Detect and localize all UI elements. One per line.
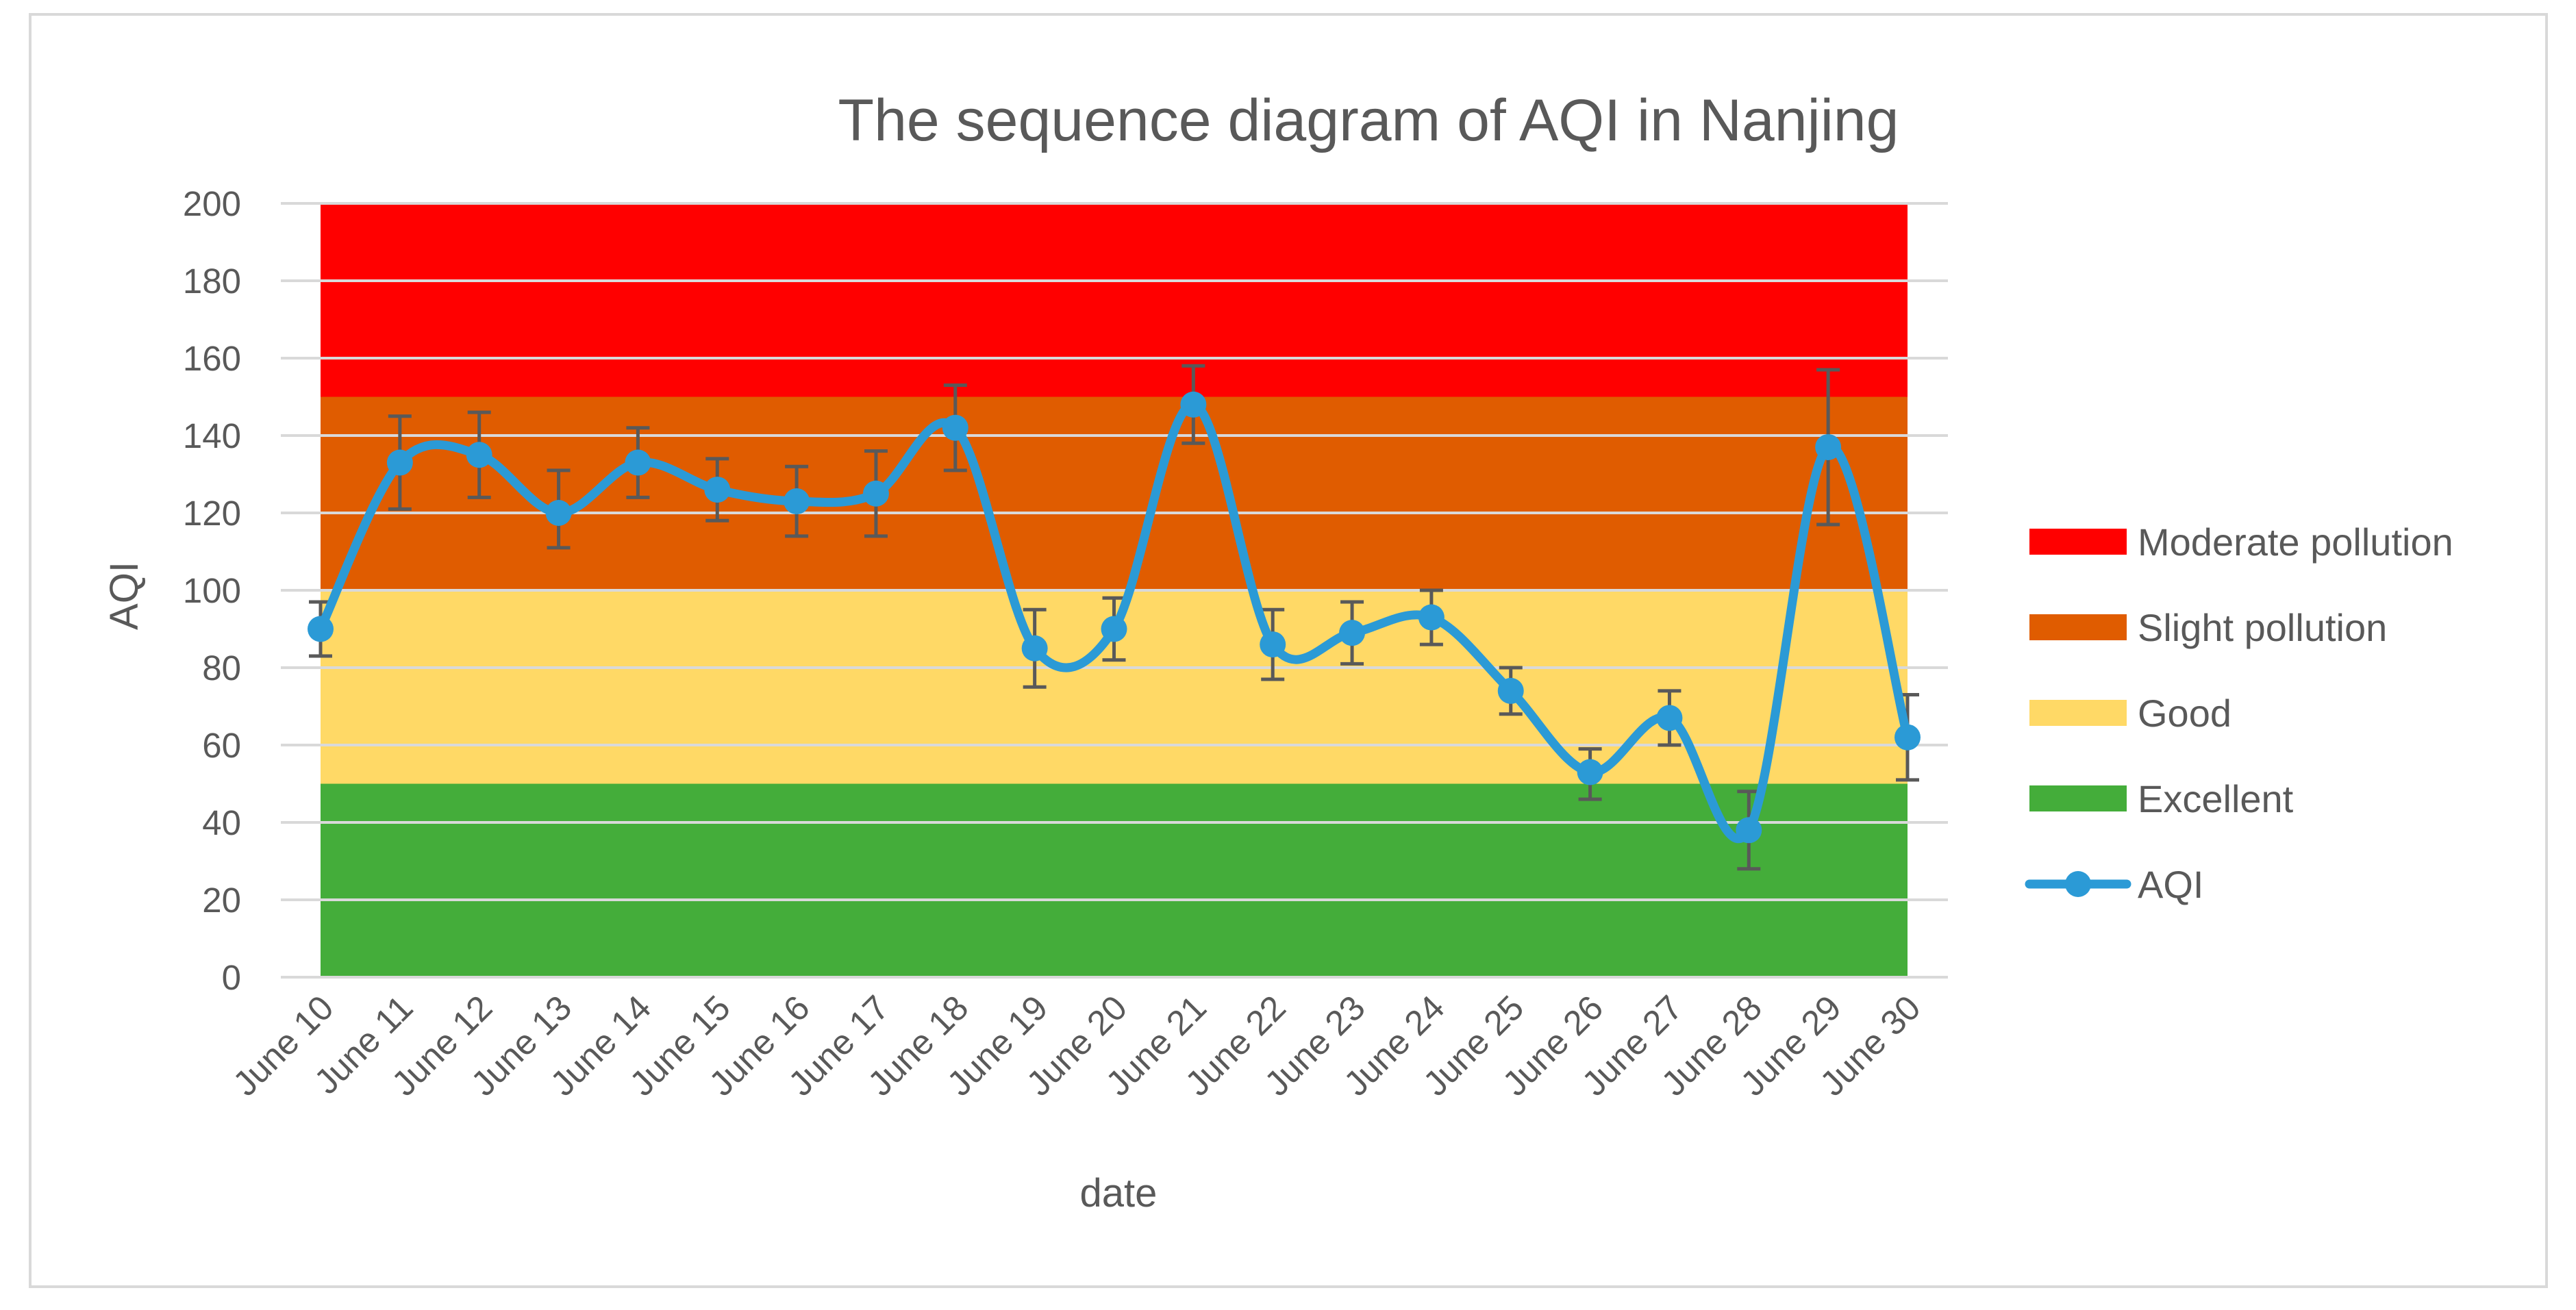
data-point-june-27 — [1656, 705, 1683, 731]
data-point-june-17 — [862, 480, 889, 507]
y-tick-label: 100 — [183, 571, 241, 610]
data-point-june-22 — [1260, 631, 1286, 658]
legend-item-slight-pollution: Slight pollution — [2029, 606, 2387, 649]
data-point-june-12 — [466, 442, 492, 468]
y-tick-label: 200 — [183, 184, 241, 223]
data-point-june-11 — [386, 449, 413, 476]
data-point-june-30 — [1895, 724, 1921, 751]
legend-label: Good — [2138, 692, 2231, 735]
y-tick-label: 40 — [202, 803, 241, 842]
data-point-june-29 — [1815, 433, 1842, 460]
y-tick-label: 140 — [183, 416, 241, 455]
legend-label: Slight pollution — [2138, 606, 2387, 649]
chart-title: The sequence diagram of AQI in Nanjing — [838, 88, 1899, 153]
data-point-june-18 — [942, 414, 968, 441]
legend-item-moderate-pollution: Moderate pollution — [2029, 520, 2453, 564]
y-axis-ticks: 0 20 40 60 80 100 120 140 160 180 200 — [183, 184, 241, 997]
y-tick-label: 0 — [222, 958, 241, 997]
legend: Moderate pollution Slight pollution Good Ex… — [2025, 520, 2453, 906]
data-point-june-14 — [625, 449, 651, 476]
data-point-june-25 — [1497, 677, 1524, 704]
data-point-june-16 — [784, 488, 810, 515]
legend-marker-swatch — [2065, 871, 2091, 897]
aqi-markers — [308, 391, 1921, 844]
legend-swatch — [2029, 785, 2127, 811]
data-point-june-23 — [1339, 620, 1366, 646]
data-point-june-26 — [1577, 759, 1603, 785]
y-axis-title: AQI — [102, 562, 147, 630]
y-tick-label: 120 — [183, 494, 241, 533]
legend-swatch — [2029, 700, 2127, 726]
legend-item-aqi: AQI — [2025, 863, 2203, 906]
y-tick-label: 20 — [202, 881, 241, 920]
band-moderate-pollution — [321, 203, 1908, 397]
data-point-june-28 — [1736, 817, 1762, 844]
legend-swatch — [2029, 614, 2127, 640]
legend-swatch — [2029, 529, 2127, 555]
legend-label: Excellent — [2138, 777, 2294, 820]
legend-label: AQI — [2138, 863, 2203, 906]
y-tick-label: 160 — [183, 339, 241, 378]
data-point-june-21 — [1180, 391, 1207, 418]
data-point-june-24 — [1418, 604, 1445, 631]
data-point-june-13 — [545, 500, 572, 526]
data-point-june-15 — [704, 477, 731, 503]
legend-item-good: Good — [2029, 692, 2231, 735]
band-slight-pollution — [321, 396, 1908, 590]
band-excellent — [321, 783, 1908, 977]
data-point-june-19 — [1021, 635, 1048, 662]
data-point-june-10 — [308, 616, 334, 642]
y-tick-label: 60 — [202, 726, 241, 765]
y-tick-label: 180 — [183, 262, 241, 301]
legend-item-excellent: Excellent — [2029, 777, 2294, 820]
data-point-june-20 — [1101, 616, 1127, 642]
y-tick-label: 80 — [202, 648, 241, 688]
pollution-bands — [321, 203, 1908, 977]
x-axis-title: date — [1080, 1171, 1158, 1215]
legend-label: Moderate pollution — [2138, 520, 2453, 564]
